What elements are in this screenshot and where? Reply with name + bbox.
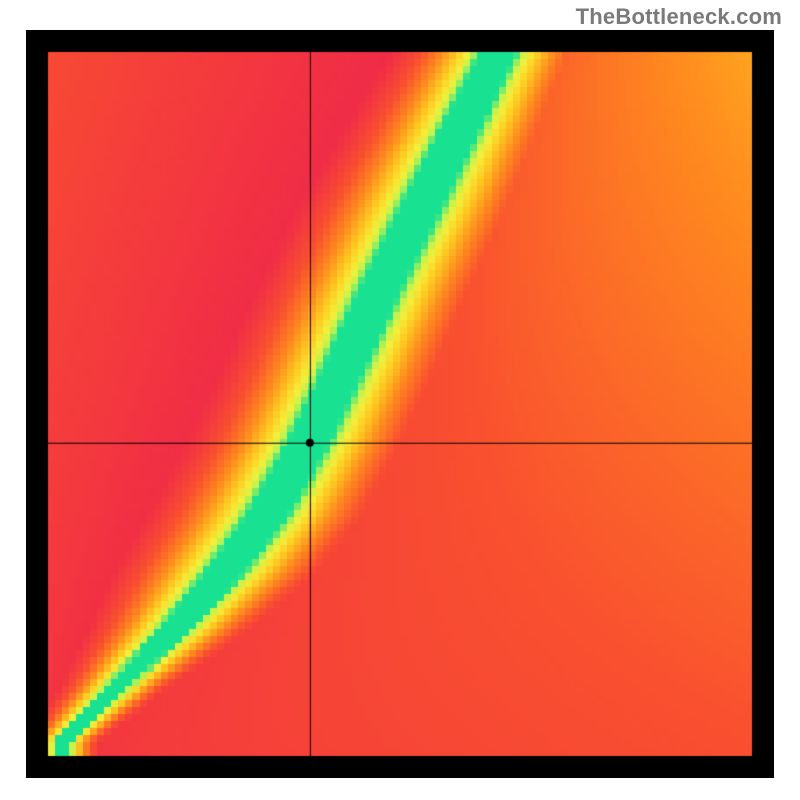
watermark-text: TheBottleneck.com (576, 4, 782, 30)
heatmap-chart (26, 30, 774, 778)
heatmap-canvas (26, 30, 774, 778)
